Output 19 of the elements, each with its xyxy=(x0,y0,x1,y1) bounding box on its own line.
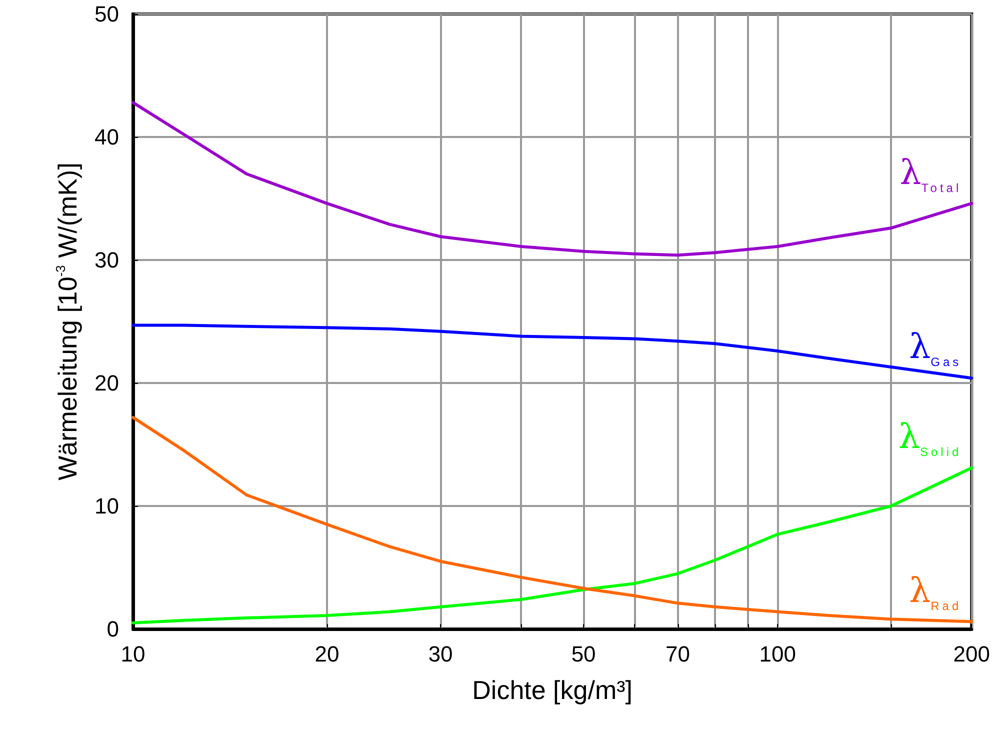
x-tick-label: 30 xyxy=(428,642,453,666)
y-tick-label: 50 xyxy=(94,2,119,26)
series-label: λ$_{Solid}$ xyxy=(898,417,962,459)
y-tick-label: 10 xyxy=(94,494,119,518)
series-label: λ$_{Rad}$ xyxy=(909,570,962,613)
x-tick-label: 50 xyxy=(571,642,596,666)
x-tick-label: 200 xyxy=(953,642,990,666)
x-tick-label: 20 xyxy=(314,642,340,666)
series-label: λ$_{Total}$ xyxy=(900,152,962,194)
series-label: λ$_{Gas}$ xyxy=(909,327,962,370)
y-tick-label: 30 xyxy=(94,248,119,272)
x-tick-label: 70 xyxy=(666,642,690,666)
y-axis-title: Wärmeleitung [10-3 W/(mK)] xyxy=(52,162,82,480)
y-tick-label: 40 xyxy=(94,124,119,150)
y-tick-label: 0 xyxy=(106,616,119,642)
x-axis-title: Dichte [kg/m³] xyxy=(472,675,633,705)
x-tick-label: 100 xyxy=(759,642,796,666)
y-tick-label: 20 xyxy=(94,370,119,396)
x-tick-label: 10 xyxy=(120,642,146,666)
